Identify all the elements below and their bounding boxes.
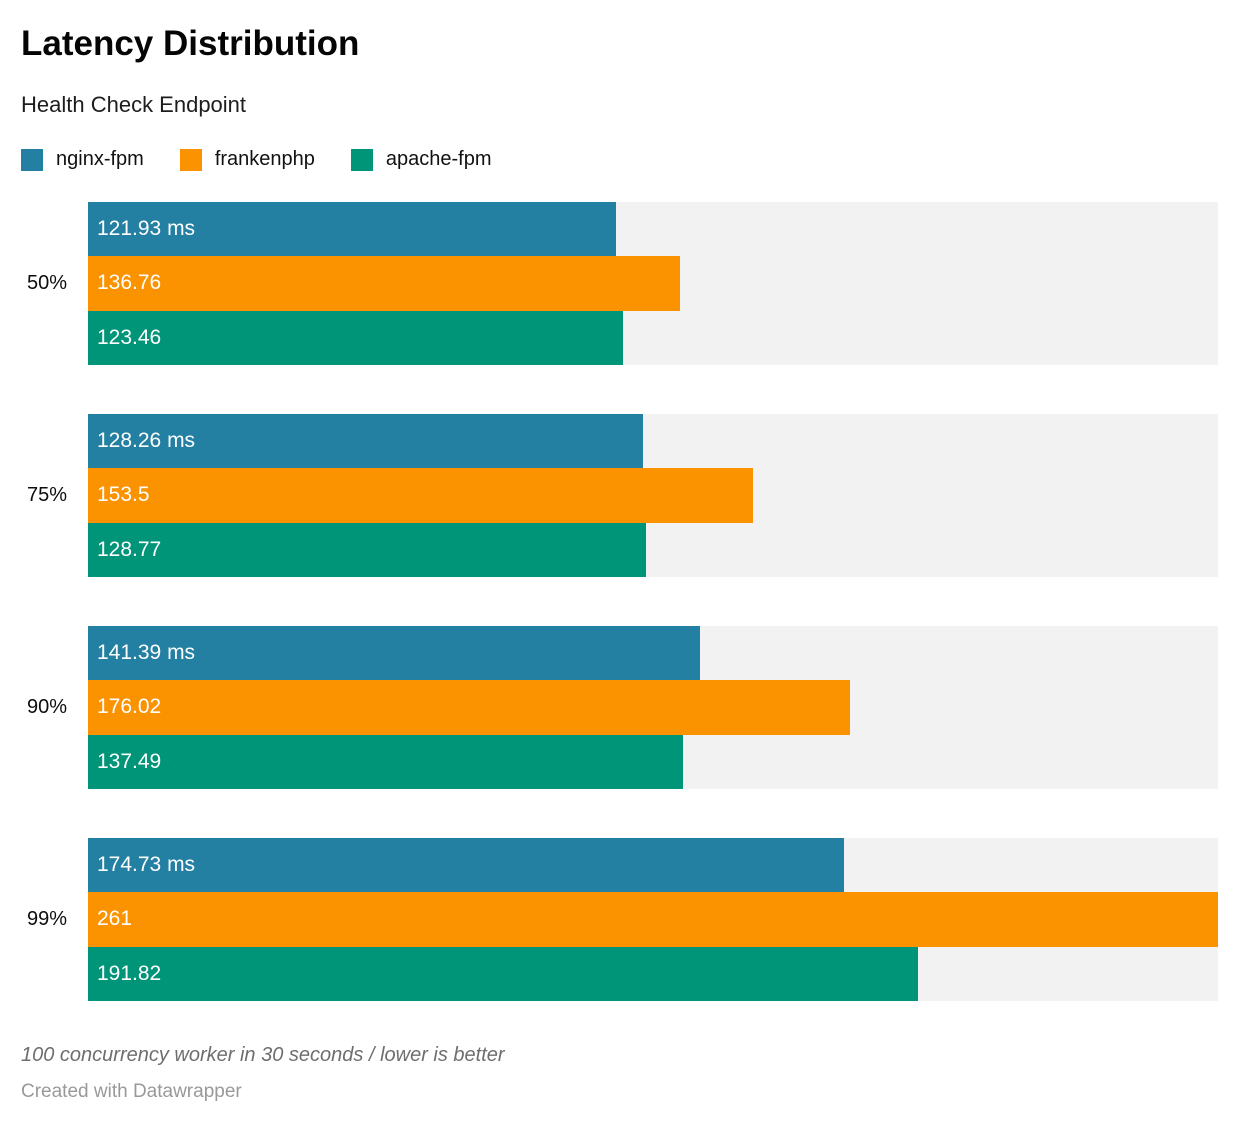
bar-track: 261 [88, 892, 1218, 947]
legend-swatch-icon [350, 148, 373, 171]
bar-value-label: 137.49 [97, 749, 162, 773]
datawrapper-credit: Created with Datawrapper [21, 1081, 242, 1102]
footer-note: 100 concurrency worker in 30 seconds / l… [21, 1044, 505, 1066]
category-label: 90% [26, 696, 67, 718]
bar-group-90%: 90% 141.39 ms 176.02 137.49 [0, 626, 1240, 789]
bar-frankenphp: 153.5 [88, 468, 753, 523]
bar-value-label: 128.26 ms [97, 429, 196, 453]
category-label: 99% [26, 908, 67, 930]
bar-value-label: 136.76 [97, 271, 162, 295]
legend-label: apache-fpm [385, 148, 492, 170]
bar-group-99%: 99% 174.73 ms 261 191.82 [0, 838, 1240, 1001]
bar-apache-fpm: 191.82 [88, 946, 919, 1001]
bar-track: 128.26 ms [88, 414, 1218, 469]
bar-nginx-fpm: 141.39 ms [88, 626, 701, 681]
bar-track: 176.02 [88, 680, 1218, 735]
legend-item-apache-fpm: apache-fpm [350, 148, 492, 171]
legend-swatch-icon [21, 148, 43, 171]
bar-apache-fpm: 128.77 [88, 522, 646, 577]
bar-track: 141.39 ms [88, 626, 1218, 681]
bar-value-label: 176.02 [97, 695, 162, 719]
bar-nginx-fpm: 128.26 ms [88, 414, 644, 469]
bar-track: 137.49 [88, 734, 1218, 789]
bar-track: 153.5 [88, 468, 1218, 523]
bar-track: 128.77 [88, 522, 1218, 577]
chart-title: Latency Distribution [21, 24, 360, 63]
bar-stack: 128.26 ms 153.5 128.77 [88, 414, 1218, 577]
bar-track: 174.73 ms [88, 838, 1218, 893]
bar-value-label: 141.39 ms [97, 641, 196, 665]
bar-value-label: 153.5 [97, 483, 150, 507]
legend: nginx-fpm frankenphp apache-fpm [21, 148, 1219, 171]
category-label: 75% [26, 484, 67, 506]
bar-track: 123.46 [88, 310, 1218, 365]
bar-track: 136.76 [88, 256, 1218, 311]
category-label: 50% [26, 272, 67, 294]
bar-group-75%: 75% 128.26 ms 153.5 128.77 [0, 414, 1240, 577]
bar-chart: 50% 121.93 ms 136.76 123.46 75% 128.26 ms 153.… [0, 202, 1240, 1001]
bar-frankenphp: 136.76 [88, 256, 681, 311]
bar-frankenphp: 176.02 [88, 680, 851, 735]
legend-label: nginx-fpm [56, 148, 144, 170]
bar-stack: 141.39 ms 176.02 137.49 [88, 626, 1218, 789]
legend-swatch-icon [179, 148, 202, 171]
legend-item-nginx-fpm: nginx-fpm [21, 148, 144, 171]
bar-track: 121.93 ms [88, 202, 1218, 257]
bar-frankenphp: 261 [88, 892, 1218, 947]
chart-subtitle: Health Check Endpoint [21, 92, 247, 117]
bar-stack: 174.73 ms 261 191.82 [88, 838, 1218, 1001]
bar-value-label: 121.93 ms [97, 217, 196, 241]
bar-value-label: 191.82 [97, 961, 162, 985]
bar-group-50%: 50% 121.93 ms 136.76 123.46 [0, 202, 1240, 365]
bar-value-label: 123.46 [97, 325, 162, 349]
bar-value-label: 128.77 [97, 537, 162, 561]
bar-value-label: 174.73 ms [97, 853, 196, 877]
bar-value-label: 261 [97, 907, 133, 931]
bar-nginx-fpm: 121.93 ms [88, 202, 616, 257]
legend-item-frankenphp: frankenphp [179, 148, 315, 171]
legend-label: frankenphp [214, 148, 315, 170]
bar-track: 191.82 [88, 946, 1218, 1001]
bar-apache-fpm: 137.49 [88, 734, 684, 789]
bar-apache-fpm: 123.46 [88, 310, 623, 365]
bar-nginx-fpm: 174.73 ms [88, 838, 845, 893]
bar-stack: 121.93 ms 136.76 123.46 [88, 202, 1218, 365]
bar-groups: 50% 121.93 ms 136.76 123.46 75% 128.26 ms 153.… [0, 202, 1240, 1001]
